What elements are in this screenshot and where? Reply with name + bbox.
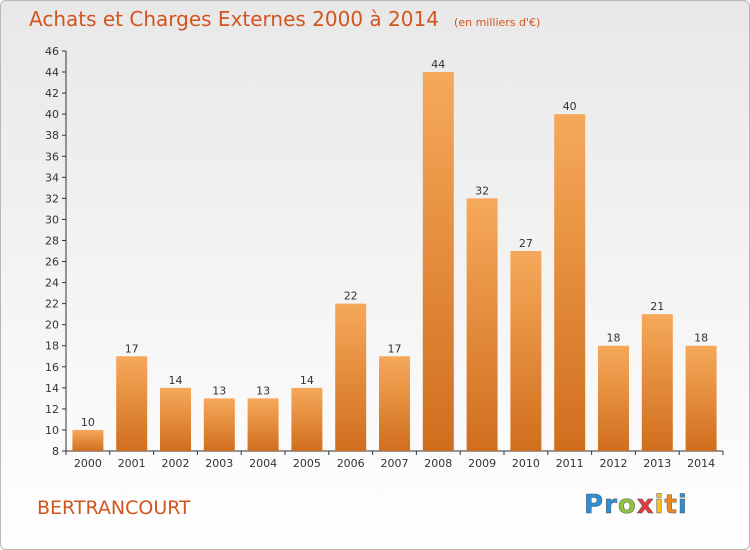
- bar: [160, 387, 191, 451]
- y-tick-label: 26: [45, 256, 59, 269]
- y-tick-label: 22: [45, 298, 59, 311]
- logo-letter: t: [664, 490, 678, 521]
- bar-value-label: 18: [607, 332, 621, 345]
- bar-value-label: 22: [344, 290, 358, 303]
- bar-value-label: 13: [256, 384, 270, 397]
- y-tick-label: 18: [45, 340, 59, 353]
- bar-value-label: 44: [431, 58, 445, 71]
- bar: [554, 114, 586, 451]
- bar-value-label: 27: [519, 237, 533, 250]
- x-tick-label: 2005: [293, 457, 321, 470]
- x-tick-label: 2009: [468, 457, 496, 470]
- bar: [116, 356, 148, 451]
- commune-name: BERTRANCOURT: [37, 497, 191, 519]
- proxiti-logo: Proxiti: [584, 490, 688, 521]
- y-tick-label: 30: [45, 213, 59, 226]
- logo-letter: x: [636, 490, 655, 521]
- bar: [291, 387, 323, 451]
- y-tick-label: 36: [45, 150, 59, 163]
- x-tick-label: 2012: [600, 457, 628, 470]
- x-tick-label: 2004: [249, 457, 277, 470]
- x-tick-label: 2006: [337, 457, 365, 470]
- y-tick-label: 40: [45, 108, 59, 121]
- chart-title: Achats et Charges Externes 2000 à 2014: [29, 7, 439, 31]
- x-tick-label: 2010: [512, 457, 540, 470]
- bar: [335, 303, 367, 451]
- y-tick-label: 8: [52, 445, 59, 458]
- bar: [379, 356, 410, 451]
- bar: [641, 314, 673, 451]
- y-tick-label: 28: [45, 234, 59, 247]
- bar-value-label: 40: [563, 100, 577, 113]
- y-tick-label: 10: [45, 424, 59, 437]
- x-tick-label: 2013: [643, 457, 671, 470]
- y-tick-label: 20: [45, 319, 59, 332]
- bar: [598, 345, 629, 451]
- y-tick-label: 32: [45, 192, 59, 205]
- bar: [685, 345, 717, 451]
- y-tick-label: 44: [45, 66, 59, 79]
- bar-value-label: 21: [650, 300, 664, 313]
- x-tick-label: 2011: [556, 457, 584, 470]
- x-tick-label: 2003: [205, 457, 233, 470]
- logo-letter: P: [584, 490, 605, 521]
- bar-value-label: 18: [694, 332, 708, 345]
- logo-letter: r: [604, 490, 618, 521]
- x-tick-label: 2014: [687, 457, 715, 470]
- bar-value-label: 17: [388, 342, 402, 355]
- bar: [247, 398, 279, 451]
- y-tick-label: 34: [45, 171, 59, 184]
- y-tick-label: 16: [45, 361, 59, 374]
- y-tick-label: 24: [45, 277, 59, 290]
- logo-letter: o: [617, 490, 637, 521]
- logo-letter: i: [654, 490, 665, 521]
- bar-value-label: 10: [81, 416, 95, 429]
- bar-value-label: 32: [475, 184, 489, 197]
- y-tick-label: 14: [45, 382, 59, 395]
- x-tick-label: 2007: [381, 457, 409, 470]
- y-tick-label: 42: [45, 87, 59, 100]
- x-tick-label: 2002: [162, 457, 190, 470]
- chart-unit: (en milliers d'€): [454, 16, 541, 29]
- bar-value-label: 14: [169, 374, 183, 387]
- x-tick-label: 2000: [74, 457, 102, 470]
- bar-value-label: 17: [125, 342, 139, 355]
- y-tick-label: 46: [45, 45, 59, 58]
- y-tick-label: 38: [45, 129, 59, 142]
- x-tick-label: 2001: [118, 457, 146, 470]
- bar: [510, 251, 542, 451]
- chart-title-block: Achats et Charges Externes 2000 à 2014 (…: [29, 7, 540, 31]
- bar: [422, 72, 454, 451]
- bar-value-label: 14: [300, 374, 314, 387]
- y-tick-label: 12: [45, 403, 59, 416]
- x-tick-label: 2008: [424, 457, 452, 470]
- bar-value-label: 13: [212, 384, 226, 397]
- bar: [466, 198, 498, 451]
- bar: [203, 398, 235, 451]
- bar: [72, 429, 104, 451]
- logo-letter: i: [677, 490, 688, 521]
